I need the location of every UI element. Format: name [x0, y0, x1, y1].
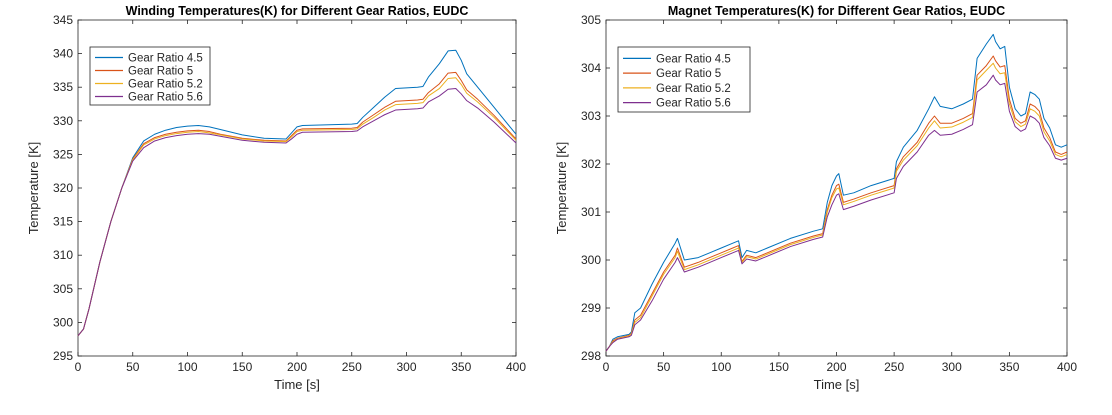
series-line-2 — [77, 71, 517, 337]
legend-label-3: Gear Ratio 5.2 — [128, 79, 203, 91]
x-tick-label: 50 — [126, 360, 140, 374]
y-tick-label: 295 — [53, 349, 73, 363]
y-tick-label: 330 — [53, 114, 73, 128]
legend-box — [89, 46, 211, 106]
legend-label-2: Gear Ratio 5 — [128, 66, 193, 78]
legend-label-2: Gear Ratio 5 — [656, 68, 721, 80]
series-line-3 — [605, 62, 1068, 352]
y-tick-label: 305 — [53, 282, 73, 296]
y-tick-label: 320 — [53, 181, 73, 195]
y-tick-label: 301 — [581, 205, 601, 219]
y-tick-label: 298 — [581, 349, 601, 363]
legend-label-4: Gear Ratio 5.6 — [656, 98, 731, 110]
x-tick-label: 400 — [1057, 360, 1077, 374]
y-tick-label: 335 — [53, 80, 73, 94]
legend: Gear Ratio 4.5 Gear Ratio 5 Gear Ratio 5.2… — [617, 46, 751, 113]
series-line-2 — [605, 55, 1068, 352]
x-tick-label: 350 — [999, 360, 1019, 374]
y-tick-label: 304 — [581, 61, 601, 75]
x-tick-label: 50 — [657, 360, 671, 374]
x-tick-label: 150 — [769, 360, 789, 374]
y-axis-label: Temperature [K] — [26, 142, 41, 235]
x-tick-label: 350 — [451, 360, 471, 374]
x-tick-label: 100 — [177, 360, 197, 374]
x-tick-label: 300 — [942, 360, 962, 374]
series-line-1 — [77, 49, 517, 337]
x-tick-label: 150 — [232, 360, 252, 374]
chart-2: 0 50 100 150 200 250 300 350 400 298 299 300 301 302 3… — [554, 4, 1077, 392]
x-tick-label: 250 — [342, 360, 362, 374]
x-tick-label: 300 — [396, 360, 416, 374]
x-tick-label: 0 — [75, 360, 82, 374]
x-tick-label: 400 — [506, 360, 526, 374]
y-tick-label: 315 — [53, 215, 73, 229]
y-tick-label: 303 — [581, 109, 601, 123]
series-line-4 — [77, 88, 517, 337]
y-tick-label: 325 — [53, 147, 73, 161]
chart-title: Magnet Temperatures(K) for Different Gea… — [668, 4, 1005, 18]
chart-title: Winding Temperatures(K) for Different Ge… — [126, 4, 469, 18]
x-tick-label: 250 — [884, 360, 904, 374]
chart-1: 0 50 100 150 200 250 300 350 400 295 300 305 310 315 3… — [26, 4, 526, 392]
y-tick-label: 300 — [581, 253, 601, 267]
x-axis-label: Time [s] — [814, 377, 860, 392]
legend-label-1: Gear Ratio 4.5 — [656, 53, 731, 65]
y-tick-label: 300 — [53, 315, 73, 329]
series-line-3 — [77, 77, 517, 337]
x-tick-label: 200 — [826, 360, 846, 374]
y-tick-label: 305 — [581, 13, 601, 27]
x-tick-label: 200 — [287, 360, 307, 374]
y-tick-label: 310 — [53, 248, 73, 262]
series-line-4 — [605, 74, 1068, 352]
y-tick-label: 302 — [581, 157, 601, 171]
series-line-1 — [605, 33, 1068, 352]
y-tick-label: 299 — [581, 301, 601, 315]
x-axis-label: Time [s] — [274, 377, 320, 392]
y-tick-label: 340 — [53, 47, 73, 61]
legend-label-1: Gear Ratio 4.5 — [128, 53, 203, 65]
x-tick-label: 0 — [603, 360, 610, 374]
y-tick-label: 345 — [53, 13, 73, 27]
legend-label-3: Gear Ratio 5.2 — [656, 83, 731, 95]
y-axis-label: Temperature [K] — [554, 142, 569, 235]
x-tick-label: 100 — [711, 360, 731, 374]
legend-label-4: Gear Ratio 5.6 — [128, 92, 203, 104]
